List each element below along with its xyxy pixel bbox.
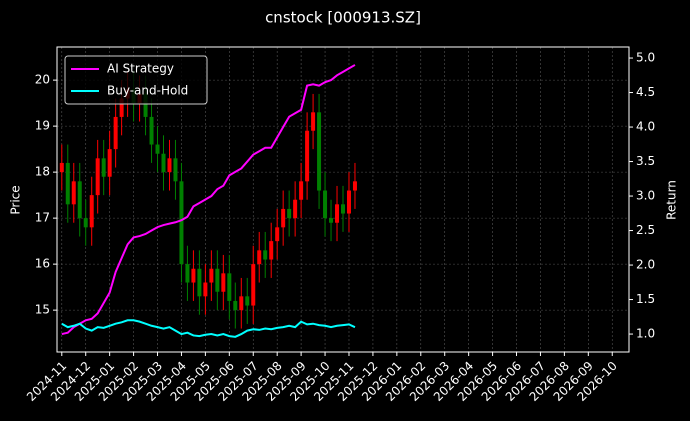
y2-tick-label: 2.0	[636, 258, 655, 272]
candle-body	[161, 153, 166, 173]
candle-body	[107, 149, 112, 177]
candle-body	[311, 112, 316, 131]
candle-body	[215, 268, 220, 292]
candle-body	[155, 144, 160, 154]
candle-body	[335, 204, 340, 223]
y-tick-label: 16	[35, 257, 50, 271]
candle-body	[257, 250, 262, 265]
y-tick-label: 15	[35, 303, 50, 317]
candle-body	[323, 190, 328, 219]
candle-body	[269, 241, 274, 260]
candle-body	[209, 268, 214, 283]
candle-body	[293, 199, 298, 219]
candle-body	[329, 218, 334, 223]
candle-body	[275, 227, 280, 242]
candle-body	[299, 181, 304, 200]
candle-body	[197, 268, 202, 297]
candle-body	[119, 98, 124, 117]
y2-tick-label: 1.5	[636, 292, 655, 306]
candle-body	[173, 158, 178, 182]
candle-body	[203, 282, 208, 297]
candle-body	[233, 300, 238, 311]
y-axis-label: Price	[9, 185, 23, 214]
y2-axis-label: Return	[665, 180, 679, 220]
candle-body	[71, 181, 76, 205]
candle-body	[346, 190, 351, 214]
return-line	[61, 64, 356, 336]
y2-tick-label: 5.0	[636, 51, 655, 65]
y2-tick-label: 4.0	[636, 120, 655, 134]
legend-box	[64, 55, 208, 105]
chart-title: cnstock [000913.SZ]	[265, 9, 421, 27]
legend-label: AI Strategy	[107, 62, 174, 76]
candle-body	[95, 158, 100, 196]
candle-body	[317, 112, 322, 191]
candle-body	[221, 273, 226, 292]
candle-body	[77, 181, 82, 219]
candle-body	[185, 264, 190, 283]
candle-body	[191, 268, 196, 283]
candle-body	[89, 195, 94, 228]
candle-body	[149, 116, 154, 145]
y2-tick-label: 3.0	[636, 189, 655, 203]
y2-tick-label: 4.5	[636, 85, 655, 99]
candle-body	[341, 204, 345, 214]
candle-body	[143, 93, 148, 117]
y-tick-label: 20	[35, 73, 50, 87]
candle-body	[239, 296, 244, 311]
candle-body	[287, 208, 292, 219]
candle-body	[251, 264, 256, 306]
candle-body	[113, 116, 118, 150]
candle-body	[227, 273, 232, 301]
plot-frame	[56, 46, 630, 353]
y-tick-label: 19	[35, 119, 50, 133]
candle-body	[59, 162, 64, 173]
candle-body	[263, 250, 268, 260]
candle-body	[245, 296, 250, 306]
legend-label: Buy-and-Hold	[107, 84, 188, 98]
candle-body	[179, 181, 184, 265]
candle-body	[101, 158, 106, 177]
candle-body	[83, 218, 88, 228]
y-tick-label: 18	[35, 165, 50, 179]
y2-tick-label: 1.0	[636, 327, 655, 341]
candle-body	[305, 130, 310, 182]
y-tick-label: 17	[35, 211, 50, 225]
y2-tick-label: 3.5	[636, 154, 655, 168]
candle-body	[352, 181, 357, 191]
return-line	[61, 319, 356, 338]
candle-body	[65, 162, 70, 205]
y2-tick-label: 2.5	[636, 223, 655, 237]
candle-body	[281, 208, 286, 228]
candle-body	[167, 158, 172, 173]
